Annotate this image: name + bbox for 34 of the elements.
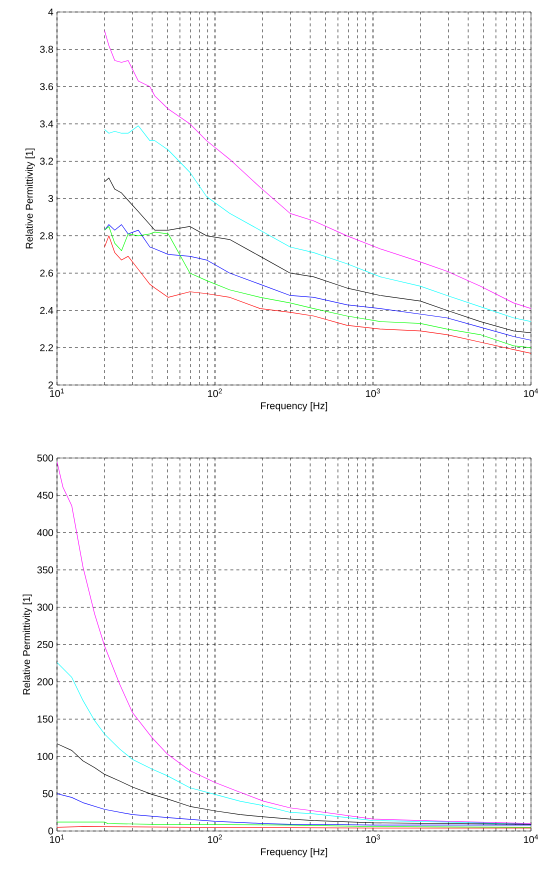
y-tick-label: 3 xyxy=(48,194,54,202)
y-tick-label: 2.4 xyxy=(40,306,54,314)
y-axis-title: Relative Permittivity [1] xyxy=(26,148,35,248)
y-tick-label: 3.6 xyxy=(40,83,54,90)
x-tick-label: 10$^{2}$ xyxy=(208,388,222,398)
y-tick-label: 3.2 xyxy=(40,158,53,165)
x-tick-label: 10$^{2}$ xyxy=(208,834,222,844)
y-tick-label: 300 xyxy=(37,604,54,611)
x-axis-title: Frequency [Hz] xyxy=(261,402,328,412)
x-tick-label: 10$^{3}$ xyxy=(366,388,380,398)
y-tick-label: 50 xyxy=(42,790,54,798)
x-tick-label: 10$^{3}$ xyxy=(366,834,380,844)
x-tick-label: 10$^{4}$ xyxy=(524,388,538,398)
y-tick-label: 250 xyxy=(37,640,54,648)
y-tick-label: 4 xyxy=(48,8,54,16)
y-tick-label: 200 xyxy=(37,678,54,686)
y-tick-label: 150 xyxy=(38,716,54,723)
y-tick-label: 450 xyxy=(37,492,54,499)
y-tick-label: 400 xyxy=(37,529,54,536)
y-tick-label: 0 xyxy=(48,827,54,835)
x-tick-label: 10$^{4}$ xyxy=(524,834,538,844)
y-tick-label: 500 xyxy=(37,454,54,462)
y-tick-label: 350 xyxy=(37,566,54,574)
y-tick-label: 2 xyxy=(48,382,53,388)
x-tick-label: 10$^{1}$ xyxy=(50,388,64,398)
y-tick-label: 2.8 xyxy=(40,232,54,240)
x-axis-title: Frequency [Hz] xyxy=(261,848,328,858)
y-tick-label: 3.8 xyxy=(40,46,54,53)
y-axis-title: Relative Permittivity [1] xyxy=(22,594,32,694)
y-tick-label: 100 xyxy=(38,752,54,760)
y-tick-label: 2.6 xyxy=(40,270,54,277)
x-tick-label: 10$^{1}$ xyxy=(50,834,64,844)
y-tick-label: 2.2 xyxy=(40,344,53,352)
y-tick-label: 3.4 xyxy=(40,120,54,128)
